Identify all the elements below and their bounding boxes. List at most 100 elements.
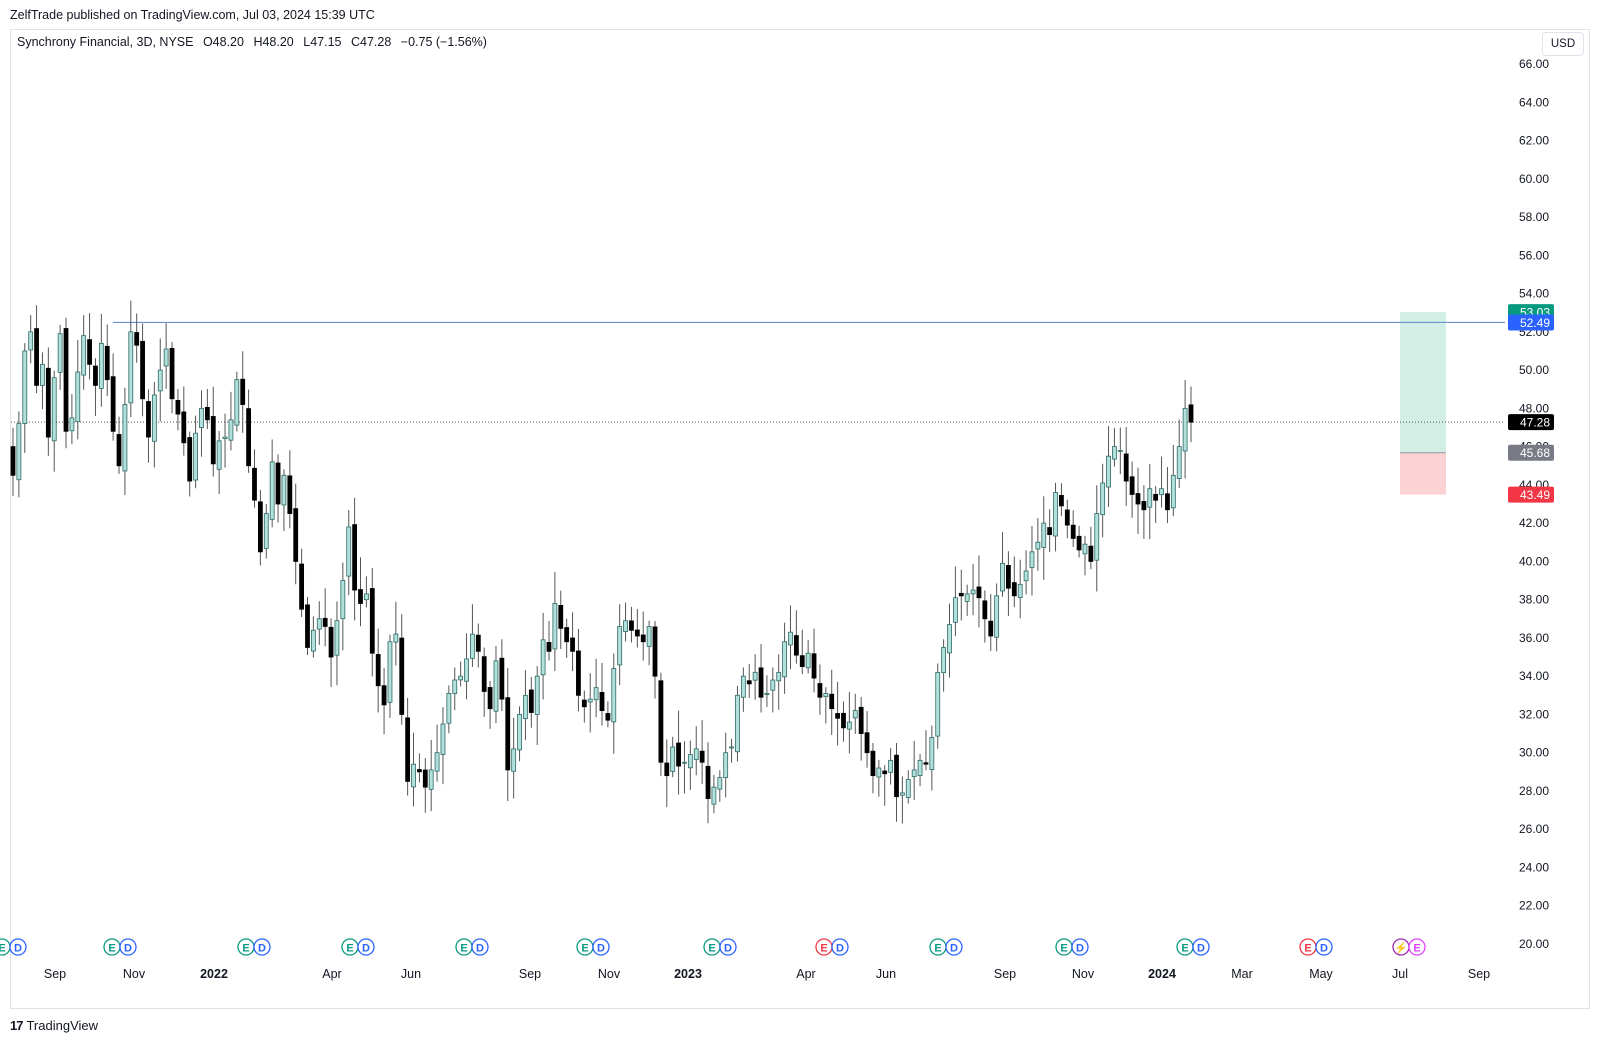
candle-body — [34, 328, 39, 386]
candle-up — [534, 666, 540, 745]
candle-up — [458, 661, 464, 687]
candle-down — [1006, 551, 1011, 617]
candle-body — [593, 687, 599, 701]
candle-body — [1064, 509, 1070, 526]
candle-down — [958, 569, 964, 621]
candle-up — [540, 612, 546, 700]
candle-body — [1129, 476, 1135, 495]
candle-up — [511, 717, 517, 799]
candle-body — [658, 680, 664, 763]
candle-body — [464, 658, 469, 682]
y-tick-label: 64.00 — [1519, 95, 1549, 109]
candle-up — [222, 413, 228, 468]
candle-body — [670, 746, 676, 772]
candle-body — [352, 524, 358, 591]
candle-up — [899, 776, 905, 824]
candle-up — [434, 724, 440, 782]
candle-down — [793, 610, 799, 664]
price-tag-bg — [1508, 486, 1554, 503]
candle-body — [287, 475, 293, 514]
candle-up — [782, 622, 787, 694]
candle-down — [1011, 556, 1017, 608]
dividend-letter: D — [124, 943, 132, 955]
brand-name: TradingView — [26, 1018, 99, 1033]
candle-down — [640, 611, 646, 661]
candle-body — [334, 620, 340, 656]
candle-down — [417, 753, 422, 783]
tradingview-brand[interactable]: 17 TradingView — [10, 1018, 98, 1033]
candle-up — [216, 430, 222, 494]
candle-up — [128, 300, 134, 418]
candle-up — [464, 633, 469, 700]
candle-up — [523, 670, 528, 741]
candle-down — [505, 668, 511, 802]
dividend-icon — [9, 938, 27, 956]
earnings-letter: E — [934, 943, 941, 955]
price-tag-bg — [1508, 444, 1554, 461]
y-tick-label: 40.00 — [1519, 554, 1549, 568]
candle-down — [1188, 386, 1194, 443]
candle-body — [1153, 493, 1159, 501]
currency-button[interactable]: USD — [1542, 32, 1584, 56]
candle-body — [169, 348, 175, 400]
earnings-letter: E — [1181, 943, 1188, 955]
candle-down — [87, 313, 92, 380]
candle-down — [181, 386, 187, 456]
candle-body — [1188, 404, 1194, 423]
earnings-letter: ⚡ — [1394, 942, 1408, 955]
candle-body — [28, 331, 34, 351]
candle-up — [387, 634, 393, 718]
candle-up — [122, 387, 128, 495]
candle-body — [581, 699, 587, 708]
candle-up — [1000, 532, 1005, 597]
price-tag-bg — [1508, 414, 1554, 431]
candle-down — [305, 596, 310, 656]
x-tick-label: 2024 — [1148, 967, 1176, 981]
candle-body — [322, 617, 328, 627]
candle-up — [57, 324, 63, 390]
candle-up — [617, 604, 623, 686]
candle-down — [487, 680, 493, 729]
candle-up — [611, 653, 617, 754]
candle-down — [175, 388, 181, 431]
candle-body — [305, 604, 310, 648]
candle-body — [1082, 543, 1088, 555]
candle-down — [146, 389, 151, 463]
candle-body — [970, 589, 976, 595]
candle-down — [63, 317, 69, 449]
y-tick-label: 62.00 — [1519, 134, 1549, 148]
candle-up — [40, 352, 45, 410]
candle-body — [517, 714, 522, 751]
candle-body — [405, 717, 411, 782]
candle-body — [45, 367, 51, 438]
candle-body — [964, 593, 970, 602]
candle-body — [693, 748, 699, 761]
candle-body — [894, 754, 899, 798]
earnings-letter: E — [708, 943, 715, 955]
dividend-icon — [945, 938, 963, 956]
candle-up — [1117, 427, 1123, 475]
legend-symbol: Synchrony Financial, 3D, NYSE — [17, 35, 194, 49]
candle-body — [1159, 488, 1164, 496]
candle-body — [481, 656, 487, 692]
candle-up — [393, 601, 399, 666]
y-tick-label: 32.00 — [1519, 707, 1549, 721]
candle-down — [629, 606, 634, 643]
candle-body — [346, 526, 352, 577]
candle-down — [381, 668, 387, 735]
candle-body — [705, 765, 711, 800]
candle-up — [228, 391, 234, 451]
earnings-letter: E — [581, 943, 588, 955]
earnings-letter: E — [1304, 943, 1311, 955]
price-tag-label: 47.28 — [1520, 416, 1550, 430]
candle-body — [1017, 583, 1023, 599]
x-tick-label: Jul — [1392, 967, 1408, 981]
candle-up — [1106, 426, 1111, 507]
candle-up — [517, 706, 522, 762]
candle-body — [363, 593, 369, 601]
